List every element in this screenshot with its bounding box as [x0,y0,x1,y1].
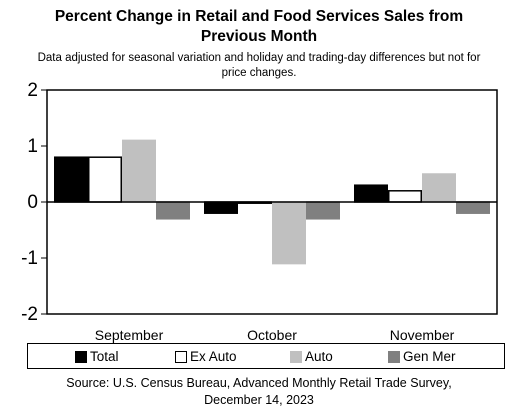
y-tick-label: 2 [27,80,38,101]
chart-title-line-1: Percent Change in Retail and Food Servic… [54,8,464,25]
chart-subtitle-line-2: price changes. [221,67,297,79]
y-tick-label: 0 [27,192,38,213]
bar [388,190,422,203]
x-category-label: November [390,327,455,343]
bar [156,201,190,220]
bar [422,173,456,203]
legend-swatch [75,351,87,363]
y-tick-label: -2 [21,304,38,325]
source-note: Source: U.S. Census Bureau, Advanced Mon… [0,375,518,409]
legend-label: Auto [305,349,333,364]
y-tick-label: -1 [21,248,38,269]
bar [354,184,388,203]
legend-swatch [290,351,302,363]
bar [204,201,238,214]
bar [88,156,122,203]
bar [54,156,88,203]
legend-swatch [388,351,400,363]
chart-legend: Total Ex Auto Auto Gen Mer [27,343,505,369]
legend-swatch [175,351,187,363]
bar [122,139,156,203]
source-line-1: Source: U.S. Census Bureau, Advanced Mon… [66,376,452,390]
bar [272,201,306,265]
source-line-2: December 14, 2023 [204,393,314,407]
x-category-label: September [95,327,164,343]
legend-label: Ex Auto [190,349,237,364]
chart-title-line-2: Previous Month [200,28,318,45]
chart-title: Percent Change in Retail and Food Servic… [0,7,518,47]
y-tick-label: 1 [27,136,38,157]
bar [306,201,340,220]
chart-subtitle-line-1: Data adjusted for seasonal variation and… [37,52,481,64]
x-category-label: October [247,327,297,343]
bar [456,201,490,214]
legend-label: Gen Mer [403,349,456,364]
chart-subtitle: Data adjusted for seasonal variation and… [0,51,518,81]
legend-label: Total [90,349,119,364]
